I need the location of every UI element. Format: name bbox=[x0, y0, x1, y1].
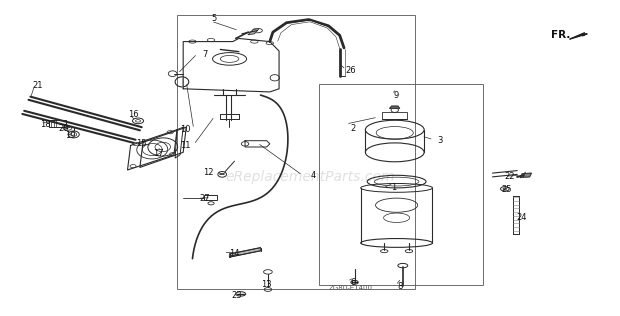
Polygon shape bbox=[248, 28, 259, 35]
Text: 25: 25 bbox=[502, 185, 512, 194]
Text: 6: 6 bbox=[351, 278, 356, 287]
Polygon shape bbox=[570, 33, 587, 39]
Text: 19: 19 bbox=[64, 131, 75, 140]
Text: 11: 11 bbox=[180, 141, 190, 150]
Bar bbox=[319, 84, 483, 285]
Text: 20: 20 bbox=[58, 124, 69, 133]
Text: 4: 4 bbox=[311, 171, 316, 180]
Text: 1: 1 bbox=[391, 183, 396, 192]
Text: eReplacementParts.com: eReplacementParts.com bbox=[225, 170, 395, 184]
Text: 21: 21 bbox=[33, 81, 43, 90]
Polygon shape bbox=[520, 173, 531, 178]
Text: 27: 27 bbox=[200, 194, 210, 204]
Text: 5: 5 bbox=[211, 15, 217, 23]
Text: 17: 17 bbox=[153, 149, 164, 158]
Text: FR.: FR. bbox=[551, 30, 570, 40]
Text: 10: 10 bbox=[180, 125, 190, 134]
Text: 7: 7 bbox=[202, 50, 208, 59]
Text: 14: 14 bbox=[229, 248, 240, 258]
Text: 15: 15 bbox=[136, 139, 147, 148]
Text: 23: 23 bbox=[232, 291, 242, 300]
Bar bbox=[383, 112, 407, 119]
Text: 3: 3 bbox=[437, 136, 443, 145]
Bar bbox=[49, 120, 66, 126]
Text: 18: 18 bbox=[40, 119, 51, 129]
Polygon shape bbox=[390, 106, 400, 108]
Bar bbox=[177, 15, 415, 289]
Text: 16: 16 bbox=[128, 110, 139, 119]
Text: 8: 8 bbox=[397, 282, 402, 291]
Bar bbox=[203, 195, 217, 200]
Text: 12: 12 bbox=[203, 168, 213, 177]
Text: 24: 24 bbox=[516, 213, 527, 222]
Text: ZG80-E1400: ZG80-E1400 bbox=[328, 285, 372, 291]
Text: 22: 22 bbox=[504, 172, 515, 181]
Text: 26: 26 bbox=[345, 66, 355, 75]
Text: 13: 13 bbox=[262, 280, 272, 289]
Text: 9: 9 bbox=[394, 91, 399, 100]
Text: 2: 2 bbox=[351, 124, 356, 133]
Polygon shape bbox=[229, 248, 260, 257]
